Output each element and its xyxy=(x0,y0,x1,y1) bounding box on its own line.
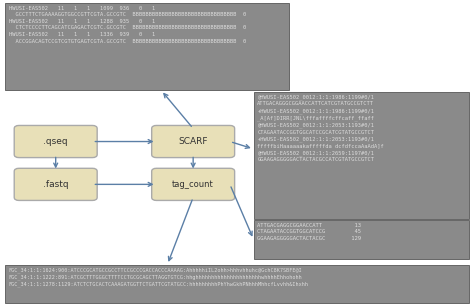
Text: .qseq: .qseq xyxy=(44,137,68,146)
FancyBboxPatch shape xyxy=(152,168,235,200)
FancyBboxPatch shape xyxy=(152,125,235,158)
FancyBboxPatch shape xyxy=(14,168,97,200)
FancyBboxPatch shape xyxy=(5,3,289,90)
FancyBboxPatch shape xyxy=(14,125,97,158)
Text: SCARF: SCARF xyxy=(178,137,208,146)
Text: .fastq: .fastq xyxy=(43,180,69,189)
Text: FGC_34:1:1:1624:900:ATCCCGCATGCCGCCTTCCGCCCGACCACCCAAAAG:AhhhhhiIL2ohh>hhhvhhuhc: FGC_34:1:1:1624:900:ATCCCGCATGCCGCCTTCCG… xyxy=(9,267,309,287)
Text: @HWUSI-EAS502_0012:1:1:1986:1199#0/1
ATTGACAGGGCGGAACCATTCATCGTATGCCGTCTT
+HWUSI: @HWUSI-EAS502_0012:1:1:1986:1199#0/1 ATT… xyxy=(257,94,384,162)
Text: ATTGACGAGGCGGAACCATT          13
CTAGAATACCGGTGGCATCCG         45
GGAAGAGGGGGACT: ATTGACGAGGCGGAACCATT 13 CTAGAATACCGGTGGC… xyxy=(257,223,361,241)
FancyBboxPatch shape xyxy=(254,220,469,259)
FancyBboxPatch shape xyxy=(5,265,469,303)
Text: HWUSI-EAS502   11   1   1   1099  936   0   1
  GCCTTTCTGAAAAGGTGGCCGTTCGTA.GCCG: HWUSI-EAS502 11 1 1 1099 936 0 1 GCCTTTC… xyxy=(9,6,246,43)
Text: tag_count: tag_count xyxy=(172,180,214,189)
FancyBboxPatch shape xyxy=(254,92,469,219)
